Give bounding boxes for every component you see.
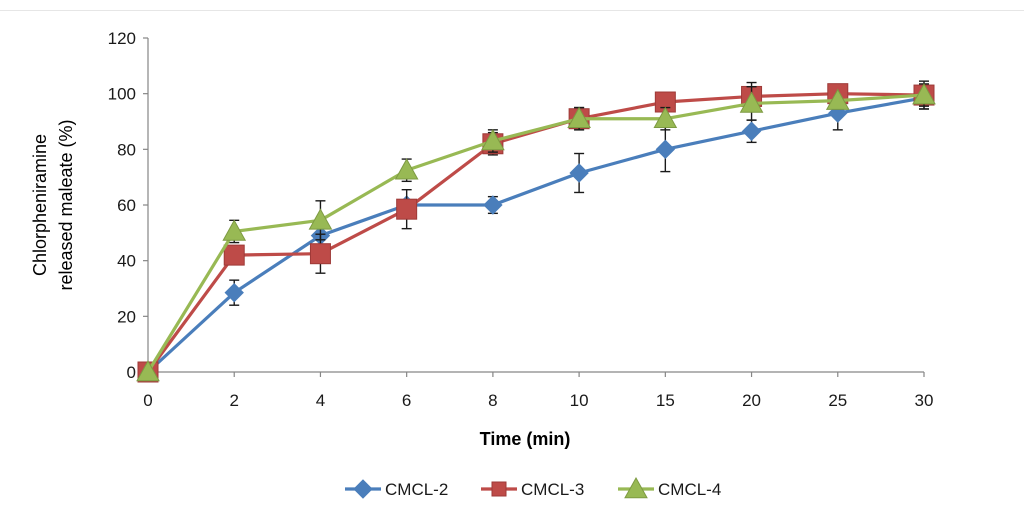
data-point <box>739 91 764 113</box>
legend-item-cmcl-4: CMCL-4 <box>618 476 721 499</box>
data-point <box>741 121 762 141</box>
top-divider <box>0 10 1024 11</box>
y-axis-title-line-2: released maleate (%) <box>56 119 76 290</box>
legend-label: CMCL-3 <box>521 480 584 499</box>
series-layer <box>136 80 936 383</box>
data-point <box>912 83 936 105</box>
data-point <box>308 208 333 230</box>
series-line <box>146 93 925 373</box>
axes <box>143 37 925 377</box>
y-tick-label: 100 <box>108 85 136 104</box>
y-axis-title-line-1: Chlorpheniramine <box>30 134 50 276</box>
x-tick-label: 6 <box>402 391 411 410</box>
data-point <box>224 282 244 303</box>
x-tick-label: 25 <box>828 391 847 410</box>
y-tick-label: 0 <box>127 363 136 382</box>
data-point <box>394 158 419 180</box>
data-point <box>569 163 589 183</box>
series-cmcl-3 <box>137 80 935 383</box>
x-tick-label: 2 <box>229 391 238 410</box>
legend-item-cmcl-3: CMCL-3 <box>481 480 584 499</box>
data-point <box>396 198 418 220</box>
data-point <box>483 195 503 215</box>
legend-label: CMCL-4 <box>658 480 721 499</box>
data-point <box>655 139 676 160</box>
legend-label: CMCL-2 <box>385 480 448 499</box>
y-tick-label: 40 <box>117 252 136 271</box>
x-tick-labels: 0 2 4 6 8 10 15 20 25 30 <box>143 391 933 410</box>
series-line <box>146 96 925 374</box>
series-cmcl-4 <box>136 83 936 382</box>
legend-swatch-marker <box>491 481 507 497</box>
legend-item-cmcl-2: CMCL-2 <box>345 479 448 499</box>
series-line <box>146 92 925 373</box>
y-tick-label: 80 <box>117 140 136 159</box>
data-point <box>136 359 160 382</box>
x-tick-label: 0 <box>143 391 152 410</box>
data-point <box>309 243 331 265</box>
x-tick-label: 8 <box>488 391 497 410</box>
y-tick-label: 60 <box>117 196 136 215</box>
legend-swatch-marker <box>353 479 373 499</box>
data-point <box>222 219 247 241</box>
x-tick-label: 15 <box>656 391 675 410</box>
data-point <box>481 128 505 151</box>
y-tick-label: 120 <box>108 29 136 48</box>
legend-swatch-marker <box>624 476 648 499</box>
data-point <box>567 106 591 129</box>
y-tick-labels: 0 20 40 60 80 100 120 <box>108 29 136 382</box>
data-point <box>223 244 245 266</box>
data-point <box>653 106 678 129</box>
x-tick-label: 10 <box>570 391 589 410</box>
x-axis-title: Time (min) <box>480 429 571 449</box>
y-tick-label: 20 <box>117 307 136 326</box>
x-tick-label: 30 <box>915 391 934 410</box>
x-tick-label: 20 <box>742 391 761 410</box>
legend: CMCL-2 CMCL-3 CMCL-4 <box>345 476 721 499</box>
data-point <box>825 88 850 110</box>
x-tick-label: 4 <box>316 391 325 410</box>
